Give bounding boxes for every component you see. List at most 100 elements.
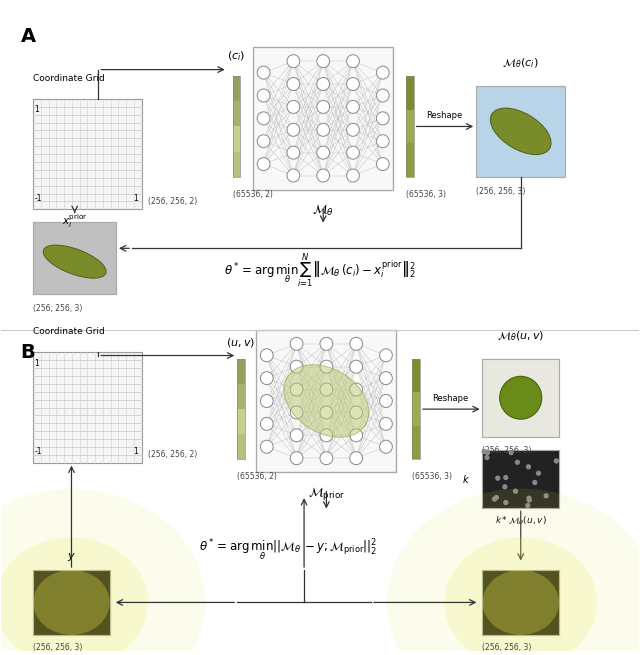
Circle shape <box>320 383 333 396</box>
Bar <box>33 570 109 635</box>
Circle shape <box>317 146 330 159</box>
Circle shape <box>257 66 270 79</box>
Ellipse shape <box>0 538 148 655</box>
Text: $k$: $k$ <box>462 473 470 485</box>
Text: (256, 256, 3): (256, 256, 3) <box>33 303 83 312</box>
Circle shape <box>317 54 330 67</box>
Circle shape <box>320 406 333 419</box>
Circle shape <box>350 406 362 419</box>
Bar <box>483 359 559 437</box>
Circle shape <box>287 100 300 113</box>
Circle shape <box>350 360 362 373</box>
Text: $\theta^* = \arg\min_{\theta} ||\mathcal{M}_{\theta} - y; \mathcal{M}_{\mathrm{p: $\theta^* = \arg\min_{\theta} ||\mathcal… <box>199 538 378 563</box>
Circle shape <box>287 146 300 159</box>
Text: $(u, v)$: $(u, v)$ <box>226 336 255 349</box>
Circle shape <box>290 337 303 350</box>
Text: Reshape: Reshape <box>433 394 468 403</box>
Circle shape <box>257 112 270 125</box>
Bar <box>476 86 565 177</box>
Circle shape <box>287 77 300 90</box>
Bar <box>483 359 559 437</box>
Ellipse shape <box>33 570 109 635</box>
Circle shape <box>376 89 389 102</box>
Text: 1: 1 <box>134 447 138 457</box>
Ellipse shape <box>500 377 541 419</box>
Text: $k * \mathcal{M}_{\theta}(u, v)$: $k * \mathcal{M}_{\theta}(u, v)$ <box>495 515 547 527</box>
Circle shape <box>257 158 270 170</box>
Circle shape <box>504 500 508 504</box>
Text: Coordinate Grid: Coordinate Grid <box>33 73 105 83</box>
Bar <box>33 222 116 294</box>
Circle shape <box>376 135 389 148</box>
Ellipse shape <box>387 489 640 655</box>
Circle shape <box>347 123 359 136</box>
Circle shape <box>504 476 508 479</box>
Circle shape <box>290 429 303 442</box>
Circle shape <box>260 417 273 430</box>
Circle shape <box>350 429 362 442</box>
Circle shape <box>347 169 359 182</box>
Text: (256, 256, 3): (256, 256, 3) <box>483 447 532 455</box>
Circle shape <box>526 504 530 508</box>
Circle shape <box>290 383 303 396</box>
Bar <box>237 384 245 409</box>
Text: (65536, 3): (65536, 3) <box>412 472 452 481</box>
Circle shape <box>290 452 303 464</box>
Bar <box>406 76 413 177</box>
Circle shape <box>554 459 558 463</box>
Text: $\mathcal{M}_{\mathrm{prior}}$: $\mathcal{M}_{\mathrm{prior}}$ <box>308 485 345 502</box>
Ellipse shape <box>0 489 205 655</box>
Text: 1: 1 <box>35 359 39 367</box>
Circle shape <box>514 489 517 493</box>
Text: B: B <box>20 343 35 362</box>
Bar <box>33 99 141 210</box>
Bar <box>233 102 241 126</box>
Text: (256, 256, 3): (256, 256, 3) <box>483 643 532 652</box>
Text: Coordinate Grid: Coordinate Grid <box>33 327 105 336</box>
Text: 1: 1 <box>134 194 138 203</box>
Text: (256, 256, 3): (256, 256, 3) <box>33 643 83 652</box>
Bar <box>412 426 420 460</box>
Circle shape <box>287 169 300 182</box>
Circle shape <box>317 77 330 90</box>
Circle shape <box>317 100 330 113</box>
Bar <box>237 409 245 434</box>
Bar <box>237 359 245 384</box>
Circle shape <box>380 440 392 453</box>
Circle shape <box>380 348 392 362</box>
Ellipse shape <box>490 108 551 155</box>
Bar <box>33 570 109 635</box>
Text: (65536, 2): (65536, 2) <box>237 472 277 481</box>
Circle shape <box>509 451 513 455</box>
Circle shape <box>257 89 270 102</box>
Bar <box>33 222 116 294</box>
Circle shape <box>317 169 330 182</box>
Circle shape <box>495 496 499 500</box>
Circle shape <box>527 465 531 469</box>
Bar <box>412 359 420 392</box>
Circle shape <box>527 496 531 500</box>
Circle shape <box>347 100 359 113</box>
Circle shape <box>260 440 273 453</box>
Text: (256, 256, 3): (256, 256, 3) <box>476 187 525 196</box>
Text: (256, 256, 2): (256, 256, 2) <box>148 197 197 206</box>
Bar <box>237 434 245 460</box>
Circle shape <box>527 498 531 502</box>
Bar <box>233 152 241 177</box>
Text: (65536, 3): (65536, 3) <box>406 190 446 199</box>
Circle shape <box>496 476 500 480</box>
Text: $\mathcal{M}_{\theta}(u, v)$: $\mathcal{M}_{\theta}(u, v)$ <box>497 329 545 343</box>
Circle shape <box>257 135 270 148</box>
Circle shape <box>317 123 330 136</box>
Circle shape <box>380 371 392 384</box>
Bar <box>483 570 559 635</box>
Ellipse shape <box>483 570 559 635</box>
Bar <box>406 109 413 143</box>
Circle shape <box>260 371 273 384</box>
Bar <box>233 126 241 152</box>
Bar <box>406 143 413 177</box>
Bar <box>233 76 241 102</box>
Circle shape <box>350 383 362 396</box>
Circle shape <box>376 112 389 125</box>
Bar <box>256 329 396 472</box>
